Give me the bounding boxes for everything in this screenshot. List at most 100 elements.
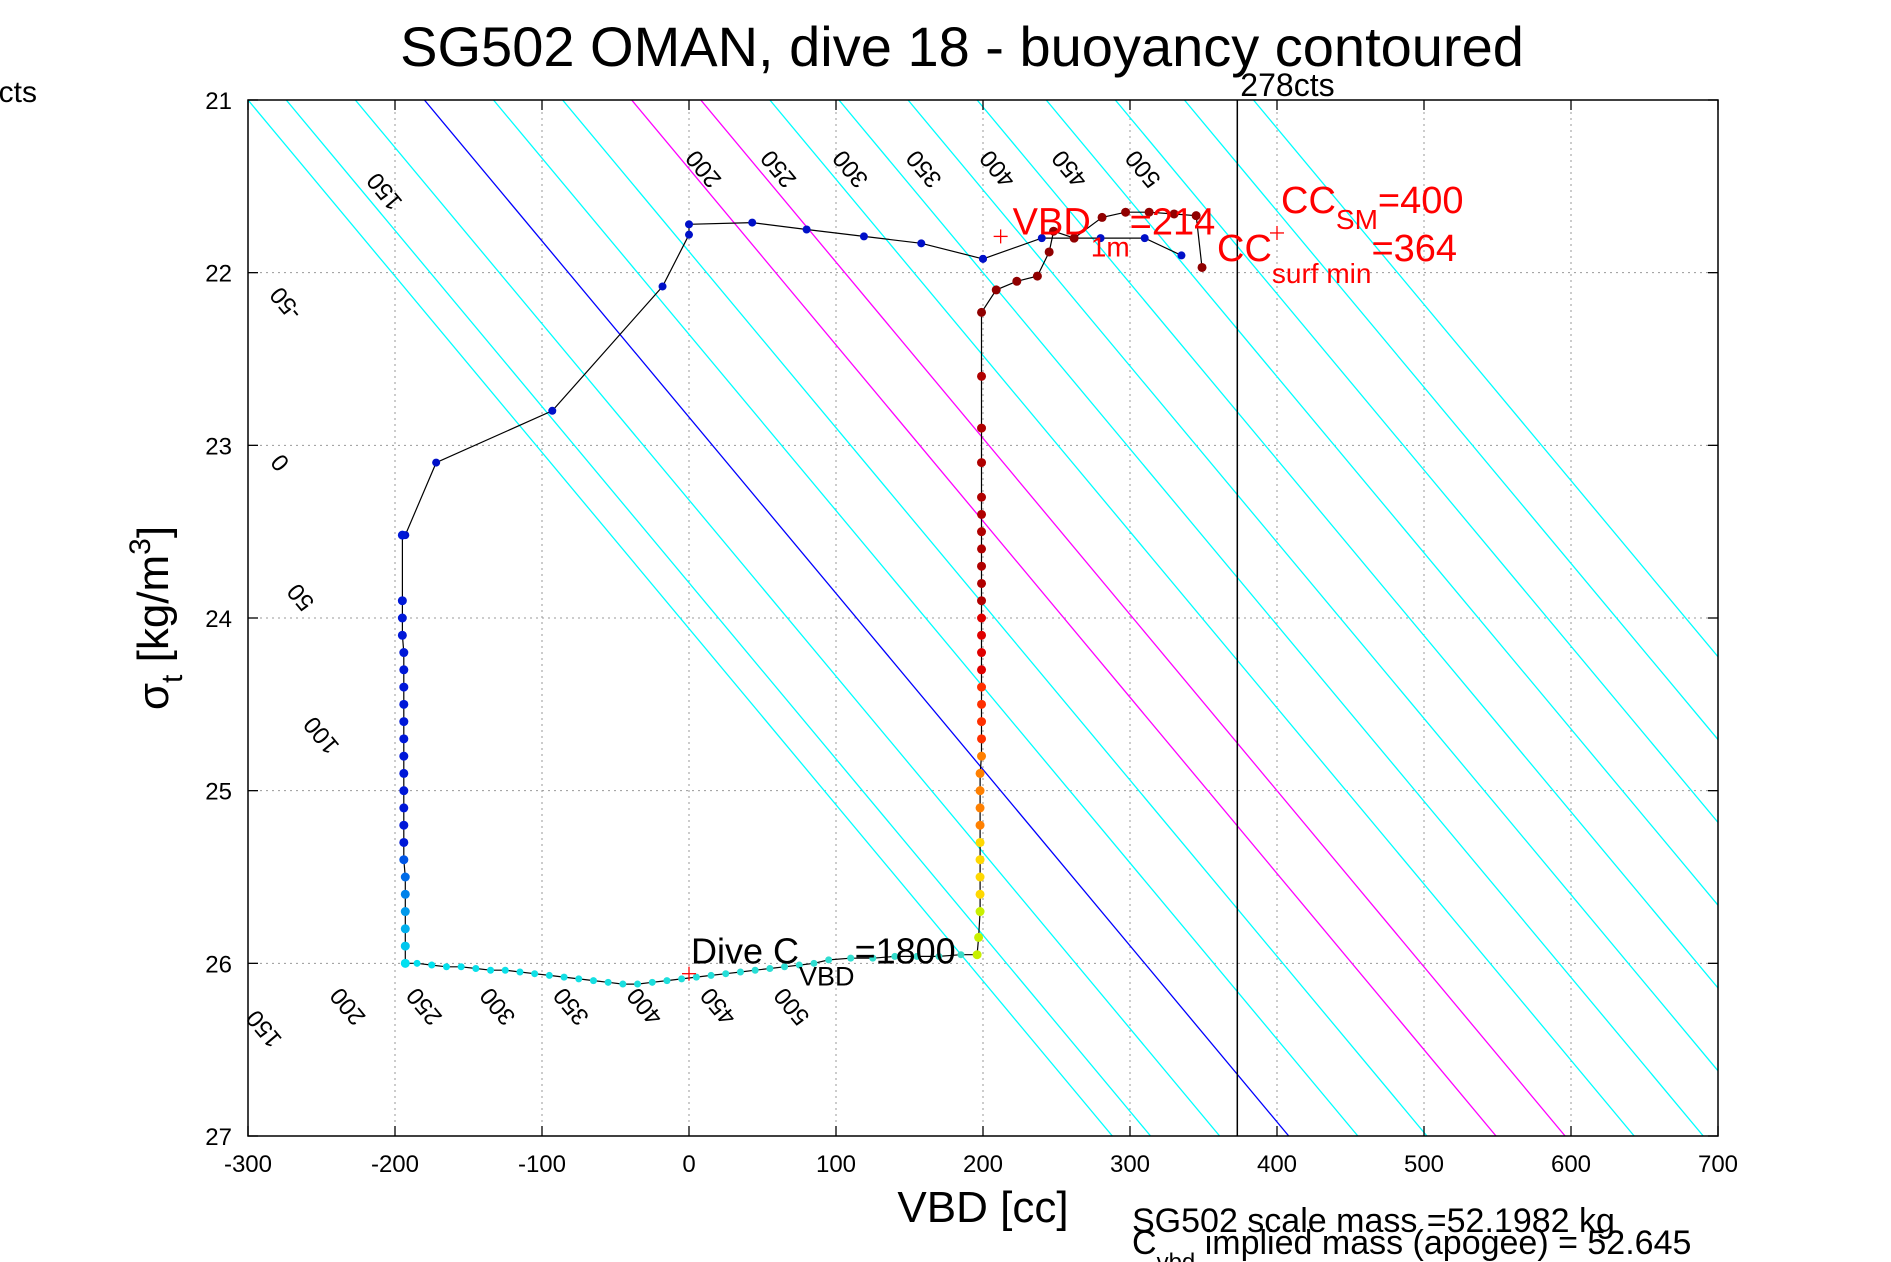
dive-point-bottom <box>869 954 877 962</box>
x-tick-label: -100 <box>518 1151 566 1178</box>
divecvbd-label: Dive C <box>691 931 799 972</box>
dive-point-climb <box>977 665 987 675</box>
dive-point-bottom <box>619 980 627 988</box>
x-tick-label: 0 <box>682 1151 695 1178</box>
dive-point-descent <box>400 924 410 934</box>
axis-ticks: -300 -200 -100 0 100 200 300 400 500 600 700212223… <box>205 88 1738 1178</box>
divecvbd-annotation: Dive CVBD=1800 <box>691 931 956 992</box>
dive-point-climb <box>975 820 985 830</box>
contour-label: 450 <box>1047 145 1093 193</box>
contour-line <box>631 100 1497 1136</box>
dive-point-climb <box>977 682 987 692</box>
vbd1m-sub: 1m <box>1091 231 1130 262</box>
dive-point-bottom <box>604 978 612 986</box>
dive-point-descent <box>399 648 409 658</box>
dive-point-climb <box>972 950 982 960</box>
dive-point-climb <box>977 734 987 744</box>
contour-label: 300 <box>475 982 521 1030</box>
scale-mass-note: SG502 scale mass =52.1982 kg <box>1132 1202 1615 1240</box>
dive-point-bottom <box>663 977 671 985</box>
contour-label: 100 <box>298 711 344 759</box>
dive-point-climb <box>1197 262 1207 272</box>
contour-label: 250 <box>756 145 802 193</box>
dive-point-bottom <box>442 963 450 971</box>
dive-point-upper <box>685 220 693 229</box>
x-tick-label: 200 <box>963 1151 1003 1178</box>
vbd1m-label: VBD <box>1013 201 1091 243</box>
contour-label: 350 <box>901 145 947 193</box>
annotation-markers <box>682 225 1284 981</box>
dive-point-climb <box>1169 209 1179 219</box>
y-tick-label: 22 <box>205 261 232 288</box>
dive-point-bottom <box>678 975 686 983</box>
x-tick-label: 600 <box>1551 1151 1591 1178</box>
ccsurfmin-value: =364 <box>1371 228 1457 270</box>
dive-point-climb <box>974 932 984 942</box>
dive-point-bottom <box>722 970 730 978</box>
dive-point-bottom <box>957 951 965 959</box>
ccsm-label: CC <box>1281 180 1336 222</box>
contour-label: 150 <box>362 167 408 215</box>
dive-point-bottom <box>487 966 495 974</box>
chart-title: SG502 OMAN, dive 18 - buoyancy contoured <box>400 15 1524 78</box>
left-cut-label: 0cts <box>0 76 37 109</box>
dive-point-descent <box>399 786 409 796</box>
dive-point-upper <box>685 230 693 239</box>
dive-point-climb <box>977 648 987 658</box>
contour-label: 0 <box>266 448 295 476</box>
dive-point-climb <box>977 527 987 537</box>
dive-point-upper <box>917 239 926 248</box>
divecvbd-value: =1800 <box>855 931 956 972</box>
contour-line <box>700 100 1566 1136</box>
dive-point-climb <box>977 492 987 502</box>
dive-point-climb <box>975 837 985 847</box>
contour-label: 300 <box>828 145 874 193</box>
dive-point-climb <box>975 768 985 778</box>
x-tick-label: -300 <box>224 1151 272 1178</box>
y-tick-label: 27 <box>205 1124 232 1151</box>
contour-line <box>1183 100 1718 741</box>
svg-text:CCSM=400: CCSM=400 <box>1281 180 1463 235</box>
dive-point-bottom <box>457 963 465 971</box>
y-tick-label: 26 <box>205 951 232 978</box>
dive-point-descent <box>399 751 409 761</box>
dive-point-climb <box>1044 247 1054 257</box>
dive-point-climb <box>1049 226 1059 236</box>
dive-point-surface <box>1177 251 1186 260</box>
dive-point-descent <box>397 613 407 623</box>
dive-point-descent <box>400 907 410 917</box>
dive-point-bottom <box>766 965 774 973</box>
dive-point-climb <box>977 578 987 588</box>
dive-point-climb <box>977 544 987 554</box>
dive-point-bottom <box>891 952 899 960</box>
dive-point-bottom <box>692 973 700 981</box>
dive-paths <box>401 211 1203 985</box>
dive-point-upper <box>748 218 757 227</box>
contour-line <box>423 100 1290 1136</box>
implied-mass-text: implied mass (apogee) = 52.645 <box>1195 1224 1691 1262</box>
dive-point-bottom <box>516 968 524 976</box>
contour-line <box>1252 100 1718 658</box>
dive-point-bottom <box>401 959 409 967</box>
dive-point-bottom <box>501 966 509 974</box>
dive-points <box>397 207 1207 988</box>
ccsurfmin-label: CC <box>1217 228 1272 270</box>
dive-point-bottom <box>751 966 759 974</box>
dive-point-upper <box>802 225 811 234</box>
dive-point-descent <box>400 941 410 951</box>
dive-point-bottom <box>472 965 480 973</box>
dive-point-descent <box>399 682 409 692</box>
dive-point-descent <box>399 717 409 727</box>
dive-point-bottom <box>825 956 833 964</box>
dive-path-climb <box>976 211 1203 955</box>
dive-point-surface <box>1140 234 1149 243</box>
ccsurfmin-sub: surf min <box>1272 258 1372 289</box>
x-axis-label: VBD [cc] <box>897 1183 1068 1232</box>
dive-point-bottom <box>648 978 656 986</box>
y-tick-label: 24 <box>205 606 232 633</box>
dive-point-descent <box>399 803 409 813</box>
dive-point-climb <box>1097 212 1107 222</box>
dive-point-bottom <box>589 977 597 985</box>
y-axis-sup: 3 <box>124 538 157 555</box>
